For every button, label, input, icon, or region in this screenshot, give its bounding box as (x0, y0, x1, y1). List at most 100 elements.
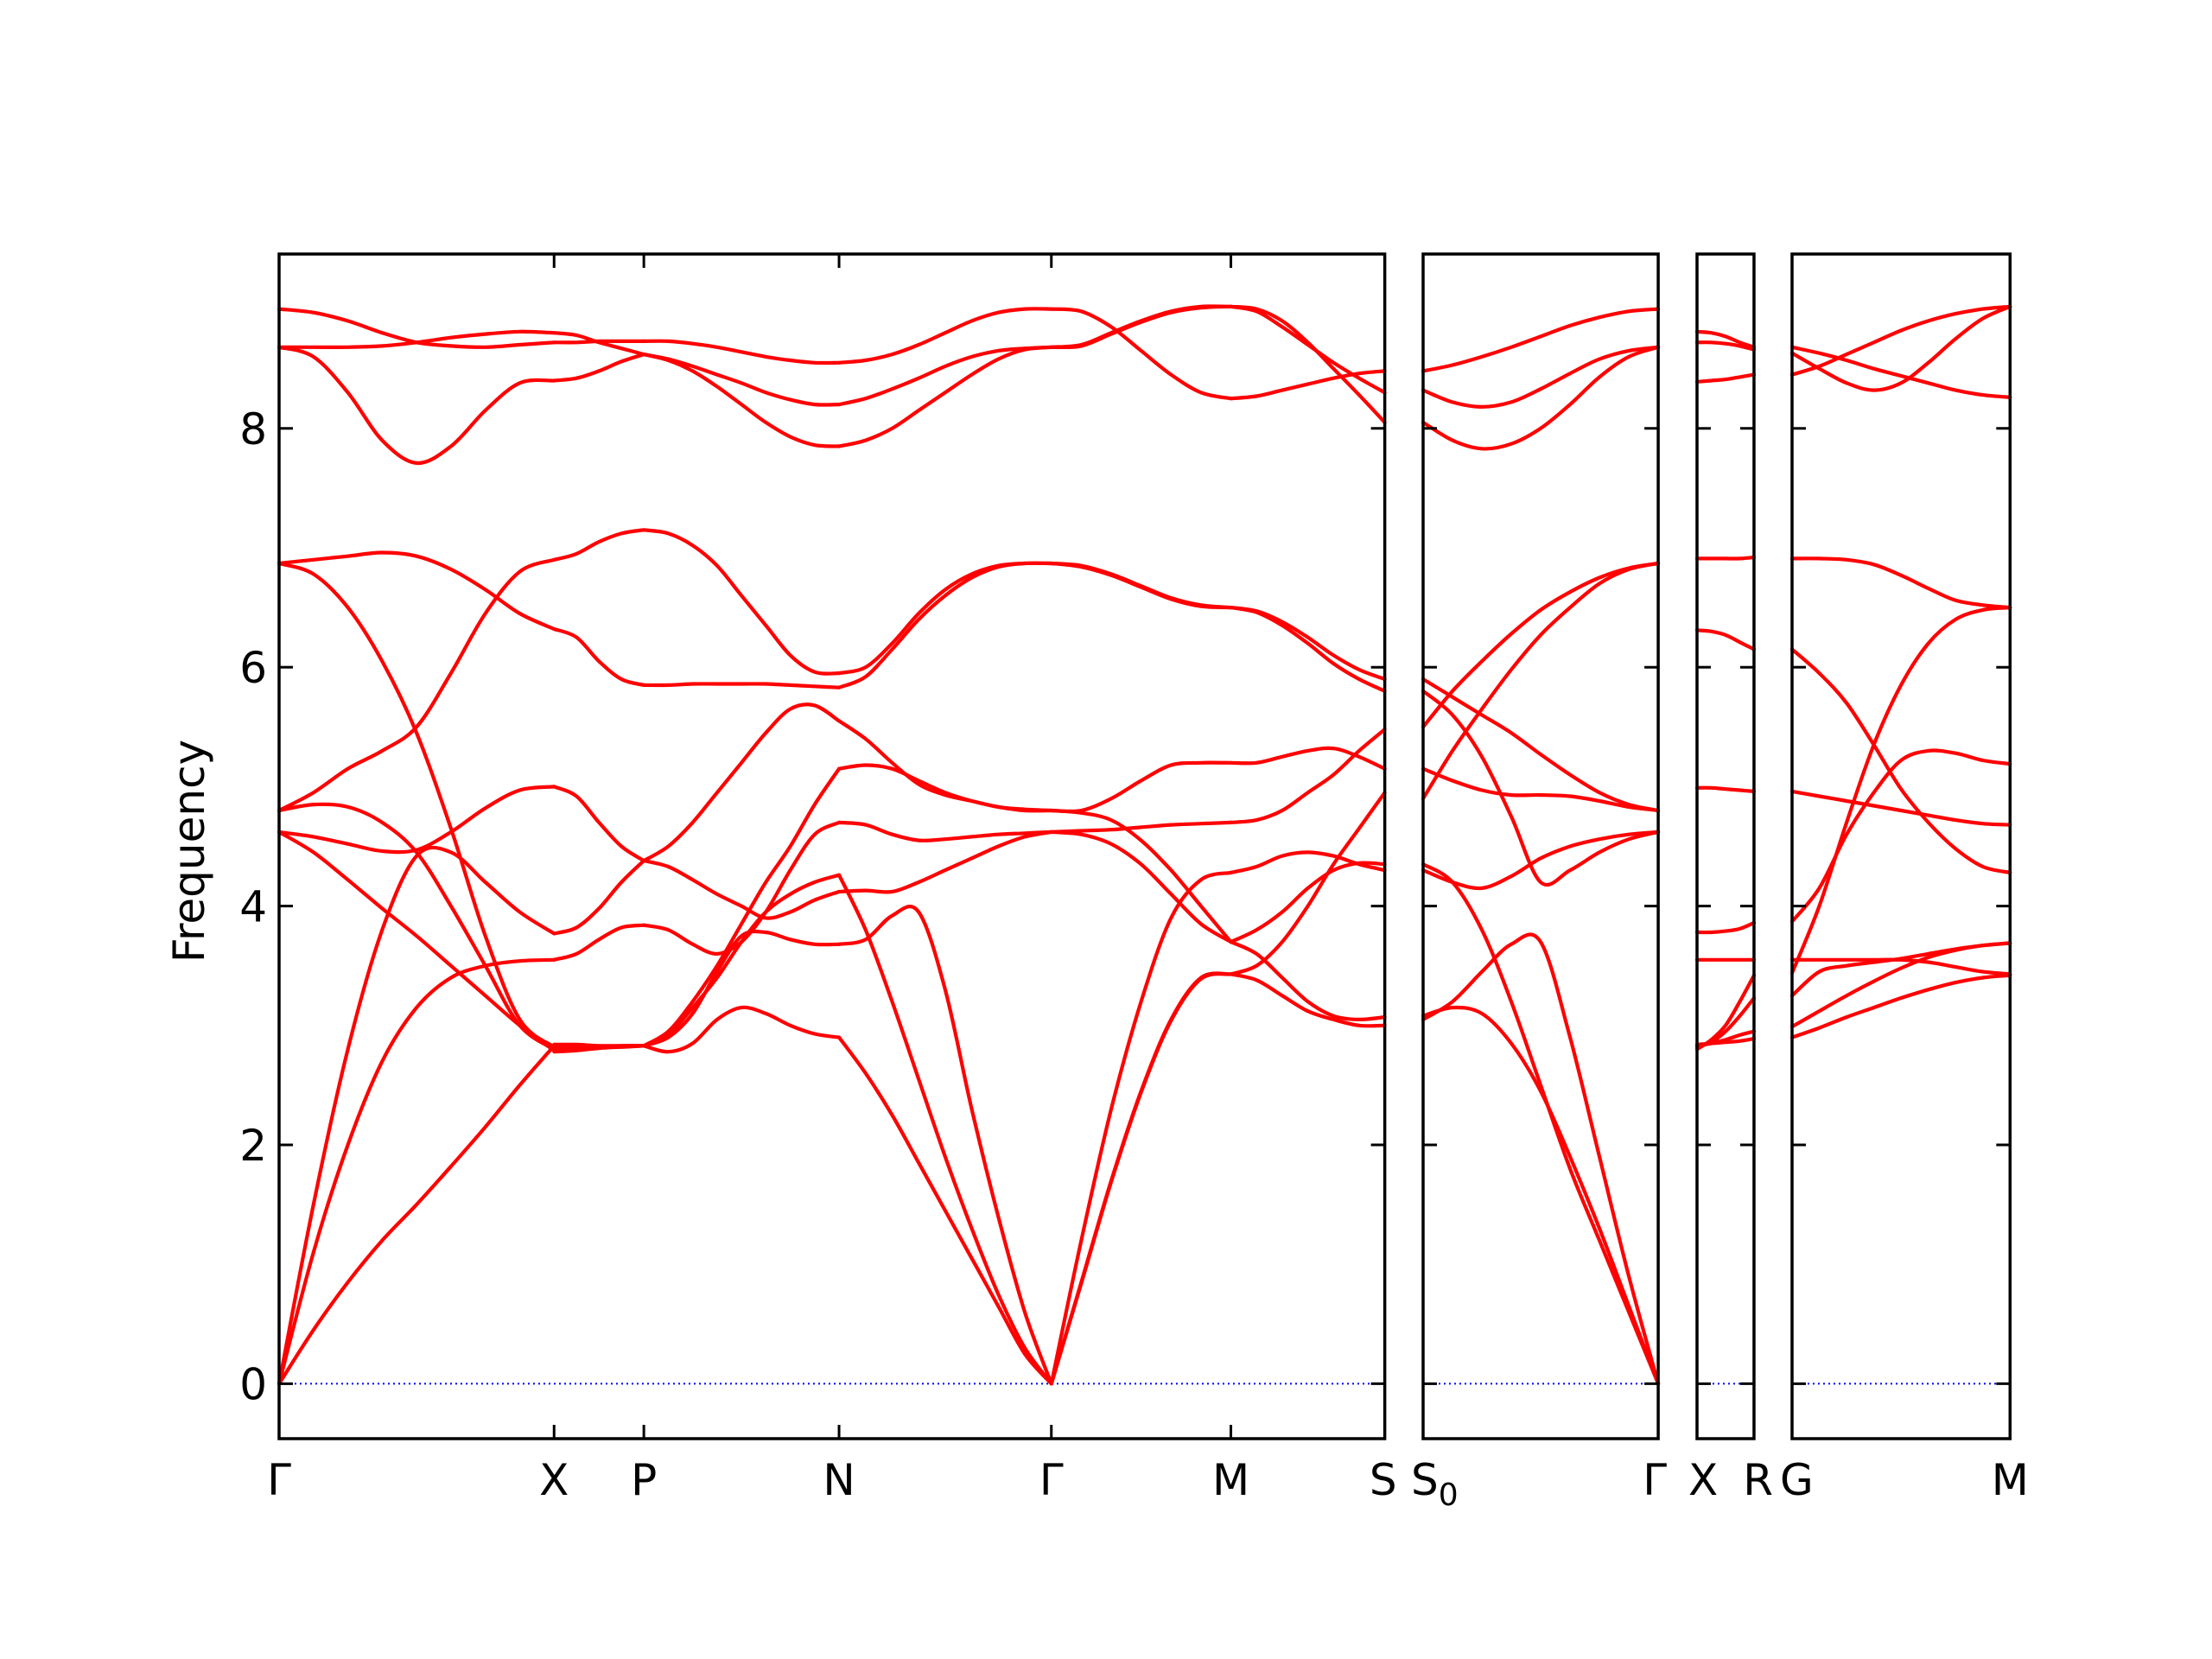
phonon-band-0-4-5 (1049, 808, 1233, 944)
phonon-band-0-2-4 (642, 682, 842, 690)
phonon-band-0-3-4 (837, 561, 1053, 690)
phonon-band-0-4-0 (1049, 307, 1233, 401)
phonon-band-0-3-0 (837, 307, 1053, 365)
phonon-band-0-5-2 (1229, 369, 1387, 401)
phonon-band-3-0-0 (1789, 345, 2012, 399)
phonon-band-1-0-11 (1421, 1005, 1661, 1386)
phonon-band-0-3-11 (837, 1035, 1053, 1386)
phonon-band-0-4-8 (1049, 820, 1233, 834)
x-tick-label: S (1370, 1455, 1397, 1505)
x-tick-label: Γ (267, 1455, 291, 1505)
phonon-band-0-1-7 (552, 923, 646, 962)
phonon-band-0-3-6 (837, 763, 1053, 813)
phonon-band-2-0-2 (1694, 372, 1757, 384)
bands-layer (276, 304, 2012, 1386)
phonon-band-0-1-2 (552, 353, 646, 383)
x-tick-label: Γ (1643, 1455, 1667, 1505)
phonon-band-1-0-5 (1421, 677, 1661, 813)
panel-frame (277, 252, 1387, 1440)
phonon-band-2-0-0 (1694, 329, 1757, 349)
phonon-band-0-3-8 (837, 830, 1053, 894)
phonon-band-0-0-5 (276, 557, 556, 813)
phonon-band-0-5-10 (1229, 940, 1387, 1022)
phonon-band-0-1-1 (552, 339, 646, 345)
phonon-band-1-0-0 (1421, 307, 1661, 373)
phonon-band-0-3-7 (837, 820, 1053, 842)
phonon-band-0-1-11 (552, 1042, 646, 1048)
x-tick-label: R (1743, 1455, 1773, 1505)
phonon-band-0-2-3 (642, 528, 842, 676)
x-tick-label: P (631, 1455, 657, 1505)
phonon-band-1-0-2 (1421, 345, 1661, 451)
x-tick-label: M (1992, 1455, 2029, 1505)
phonon-band-2-0-11 (1694, 1036, 1757, 1046)
phonon-band-0-3-3 (837, 561, 1053, 676)
phonon-band-0-3-2 (837, 345, 1053, 448)
phonon-band-0-1-4 (552, 626, 646, 687)
phonon-band-3-0-6 (1789, 748, 2012, 924)
phonon-band-0-2-0 (642, 339, 842, 365)
x-tick-label: S0 (1411, 1455, 1459, 1513)
phonon-band-1-0-3 (1421, 561, 1661, 729)
phonon-band-0-2-6 (642, 859, 842, 920)
phonon-band-0-5-9 (1229, 791, 1387, 976)
phonon-band-0-2-1 (642, 353, 842, 407)
phonon-band-3-0-3 (1789, 556, 2012, 610)
phonon-band-0-3-9 (837, 873, 1053, 1386)
x-tick-label: M (1212, 1455, 1249, 1505)
x-tick-label: N (823, 1455, 855, 1505)
phonon-band-0-4-6 (1049, 830, 1233, 944)
y-tick-label: 4 (239, 882, 267, 932)
phonon-band-0-0-9 (276, 845, 556, 1386)
phonon-band-0-5-0 (1229, 304, 1387, 424)
phonon-band-1-0-6 (1421, 766, 1661, 813)
x-tick-label: X (1688, 1455, 1718, 1505)
x-tick-label-subscript: 0 (1439, 1478, 1459, 1513)
phonon-band-3-0-11 (1789, 973, 2012, 1039)
phonon-band-0-3-10 (837, 905, 1053, 1386)
phonon-band-0-2-5 (642, 702, 842, 863)
phonon-band-2-0-3 (1694, 555, 1757, 561)
phonon-band-0-4-7 (1049, 760, 1233, 814)
phonon-band-0-0-7 (276, 785, 556, 855)
phonon-band-3-0-10 (1789, 941, 2012, 1029)
x-tick-label: X (539, 1455, 569, 1505)
panel-frame (1421, 252, 1660, 1440)
phonon-band-3-0-4 (1789, 647, 2012, 874)
phonon-band-0-2-11 (642, 873, 842, 1048)
phonon-band-0-5-1 (1229, 304, 1387, 395)
phonon-band-0-0-3 (276, 550, 556, 632)
phonon-band-0-4-9 (1049, 870, 1233, 1386)
y-tick-label: 8 (239, 404, 267, 454)
phonon-band-0-2-10 (642, 766, 842, 1048)
phonon-band-1-0-1 (1421, 345, 1661, 409)
phonon-band-0-5-5 (1229, 746, 1387, 771)
x-tick-label: Γ (1039, 1455, 1064, 1505)
phonon-band-1-0-7 (1421, 689, 1661, 887)
phonon-band-1-0-4 (1421, 561, 1661, 801)
phonon-band-0-0-6 (276, 802, 556, 1052)
phonon-band-0-0-1 (276, 329, 556, 349)
phonon-band-1-0-9 (1421, 862, 1661, 1386)
phonon-band-0-1-3 (552, 528, 646, 562)
phonon-band-0-1-6 (552, 859, 646, 936)
phonon-band-0-4-4 (1049, 561, 1233, 610)
phonon-band-3-0-5 (1789, 789, 2012, 827)
phonon-band-2-0-6 (1694, 920, 1757, 935)
phonon-band-0-3-1 (837, 345, 1053, 407)
phonon-band-2-0-5 (1694, 785, 1757, 793)
phonon-band-1-0-10 (1421, 932, 1661, 1386)
phonon-band-0-4-2 (1049, 304, 1233, 350)
y-tick-label: 6 (239, 643, 267, 693)
phonon-band-0-2-9 (642, 929, 842, 1048)
phonon-band-0-0-2 (276, 345, 556, 466)
y-tick-label: 0 (239, 1359, 267, 1409)
x-tick-label: G (1780, 1455, 1814, 1505)
phonon-band-0-4-11 (1049, 972, 1233, 1386)
phonon-band-0-0-4 (276, 561, 556, 1049)
phonon-band-2-0-4 (1694, 628, 1757, 652)
phonon-band-0-2-8 (642, 1005, 842, 1054)
phonon-band-0-2-2 (642, 353, 842, 448)
